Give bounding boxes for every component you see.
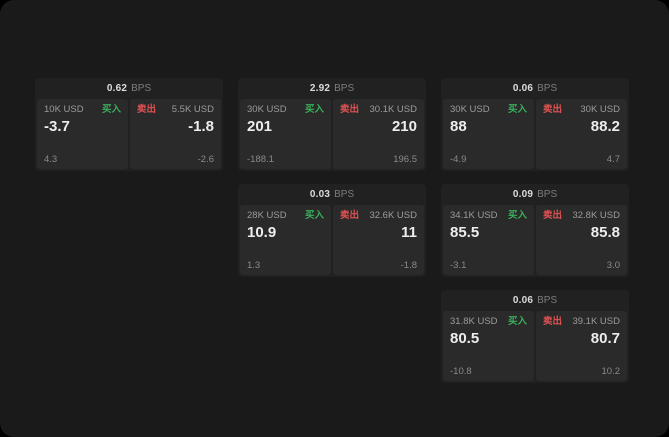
spread-header: 0.06 BPS	[441, 290, 629, 311]
quote-card-body: 28K USD 买入 10.9 1.3 卖出 32.6K USD 11 -1.8	[238, 205, 426, 277]
sell-size: 5.5K USD	[171, 104, 214, 115]
sell-size: 32.6K USD	[369, 210, 417, 221]
spread-value: 0.06	[512, 295, 534, 306]
sell-size: 39.1K USD	[572, 316, 620, 327]
sell-size: 32.8K USD	[572, 210, 620, 221]
buy-sub-value: 4.3	[44, 153, 58, 165]
buy-sub-value: -3.1	[450, 259, 467, 271]
spread-value: 2.92	[309, 83, 331, 94]
buy-size: 30K USD	[450, 104, 490, 115]
sell-sub-value: 10.2	[601, 365, 621, 377]
spread-unit: BPS	[131, 83, 152, 94]
sell-panel[interactable]: 卖出 39.1K USD 80.7 10.2	[536, 311, 627, 381]
spread-header: 2.92 BPS	[238, 78, 426, 99]
buy-sub-value: -188.1	[247, 153, 274, 165]
spread-unit: BPS	[537, 295, 558, 306]
buy-price: 85.5	[450, 223, 480, 241]
sell-price: 88.2	[590, 117, 620, 135]
sell-sub-value: 3.0	[606, 259, 620, 271]
sell-sub-value: -1.8	[400, 259, 417, 271]
sell-label: 卖出	[137, 104, 157, 115]
sell-price: -1.8	[188, 117, 214, 135]
buy-sub-value: -4.9	[450, 153, 467, 165]
spread-unit: BPS	[537, 83, 558, 94]
quote-card: 2.92 BPS 30K USD 买入 201 -188.1 卖出 30.1K …	[238, 78, 426, 171]
sell-label: 卖出	[543, 316, 563, 327]
sell-price: 80.7	[590, 329, 620, 347]
buy-sub-value: -10.8	[450, 365, 472, 377]
quote-card-body: 10K USD 买入 -3.7 4.3 卖出 5.5K USD -1.8 -2.…	[35, 99, 223, 171]
sell-size: 30.1K USD	[369, 104, 417, 115]
spread-header: 0.09 BPS	[441, 184, 629, 205]
sell-sub-value: -2.6	[197, 153, 214, 165]
sell-label: 卖出	[543, 210, 563, 221]
spread-header: 0.06 BPS	[441, 78, 629, 99]
spread-header: 0.62 BPS	[35, 78, 223, 99]
buy-label: 买入	[304, 104, 324, 115]
sell-panel[interactable]: 卖出 30.1K USD 210 196.5	[333, 99, 424, 169]
buy-panel[interactable]: 10K USD 买入 -3.7 4.3	[37, 99, 128, 169]
quote-card-body: 34.1K USD 买入 85.5 -3.1 卖出 32.8K USD 85.8…	[441, 205, 629, 277]
buy-size: 30K USD	[247, 104, 287, 115]
sell-label: 卖出	[543, 104, 563, 115]
buy-label: 买入	[101, 104, 121, 115]
buy-size: 10K USD	[44, 104, 84, 115]
spread-value: 0.03	[309, 189, 331, 200]
buy-size: 28K USD	[247, 210, 287, 221]
buy-size: 31.8K USD	[450, 316, 498, 327]
buy-panel[interactable]: 28K USD 买入 10.9 1.3	[240, 205, 331, 275]
spread-value: 0.09	[512, 189, 534, 200]
buy-label: 买入	[304, 210, 324, 221]
sell-sub-value: 4.7	[606, 153, 620, 165]
spread-value: 0.06	[512, 83, 534, 94]
quote-card-body: 30K USD 买入 88 -4.9 卖出 30K USD 88.2 4.7	[441, 99, 629, 171]
buy-label: 买入	[507, 104, 527, 115]
buy-sub-value: 1.3	[247, 259, 261, 271]
spread-unit: BPS	[537, 189, 558, 200]
sell-size: 30K USD	[580, 104, 620, 115]
quote-card: 0.06 BPS 31.8K USD 买入 80.5 -10.8 卖出 39.1…	[441, 290, 629, 383]
sell-label: 卖出	[340, 104, 360, 115]
buy-price: 10.9	[247, 223, 277, 241]
quote-card: 0.09 BPS 34.1K USD 买入 85.5 -3.1 卖出 32.8K…	[441, 184, 629, 277]
buy-price: 80.5	[450, 329, 480, 347]
quote-card: 0.06 BPS 30K USD 买入 88 -4.9 卖出 30K USD	[441, 78, 629, 171]
sell-panel[interactable]: 卖出 32.6K USD 11 -1.8	[333, 205, 424, 275]
buy-price: 201	[247, 117, 273, 135]
sell-panel[interactable]: 卖出 32.8K USD 85.8 3.0	[536, 205, 627, 275]
buy-size: 34.1K USD	[450, 210, 498, 221]
buy-panel[interactable]: 31.8K USD 买入 80.5 -10.8	[443, 311, 534, 381]
quote-card-body: 30K USD 买入 201 -188.1 卖出 30.1K USD 210 1…	[238, 99, 426, 171]
sell-price: 85.8	[590, 223, 620, 241]
spread-value: 0.62	[106, 83, 128, 94]
buy-panel[interactable]: 30K USD 买入 201 -188.1	[240, 99, 331, 169]
quote-card-grid: 0.62 BPS 10K USD 买入 -3.7 4.3 卖出 5.5K USD	[35, 78, 629, 383]
spread-header: 0.03 BPS	[238, 184, 426, 205]
sell-panel[interactable]: 卖出 30K USD 88.2 4.7	[536, 99, 627, 169]
sell-label: 卖出	[340, 210, 360, 221]
spread-unit: BPS	[334, 83, 355, 94]
sell-price: 11	[401, 223, 417, 241]
buy-price: -3.7	[44, 117, 70, 135]
buy-price: 88	[450, 117, 467, 135]
sell-price: 210	[391, 117, 417, 135]
buy-label: 买入	[507, 316, 527, 327]
quote-card-body: 31.8K USD 买入 80.5 -10.8 卖出 39.1K USD 80.…	[441, 311, 629, 383]
buy-panel[interactable]: 34.1K USD 买入 85.5 -3.1	[443, 205, 534, 275]
buy-label: 买入	[507, 210, 527, 221]
quote-card: 0.62 BPS 10K USD 买入 -3.7 4.3 卖出 5.5K USD	[35, 78, 223, 171]
sell-panel[interactable]: 卖出 5.5K USD -1.8 -2.6	[130, 99, 221, 169]
quote-card: 0.03 BPS 28K USD 买入 10.9 1.3 卖出 32.6K US…	[238, 184, 426, 277]
spread-unit: BPS	[334, 189, 355, 200]
sell-sub-value: 196.5	[393, 153, 417, 165]
buy-panel[interactable]: 30K USD 买入 88 -4.9	[443, 99, 534, 169]
